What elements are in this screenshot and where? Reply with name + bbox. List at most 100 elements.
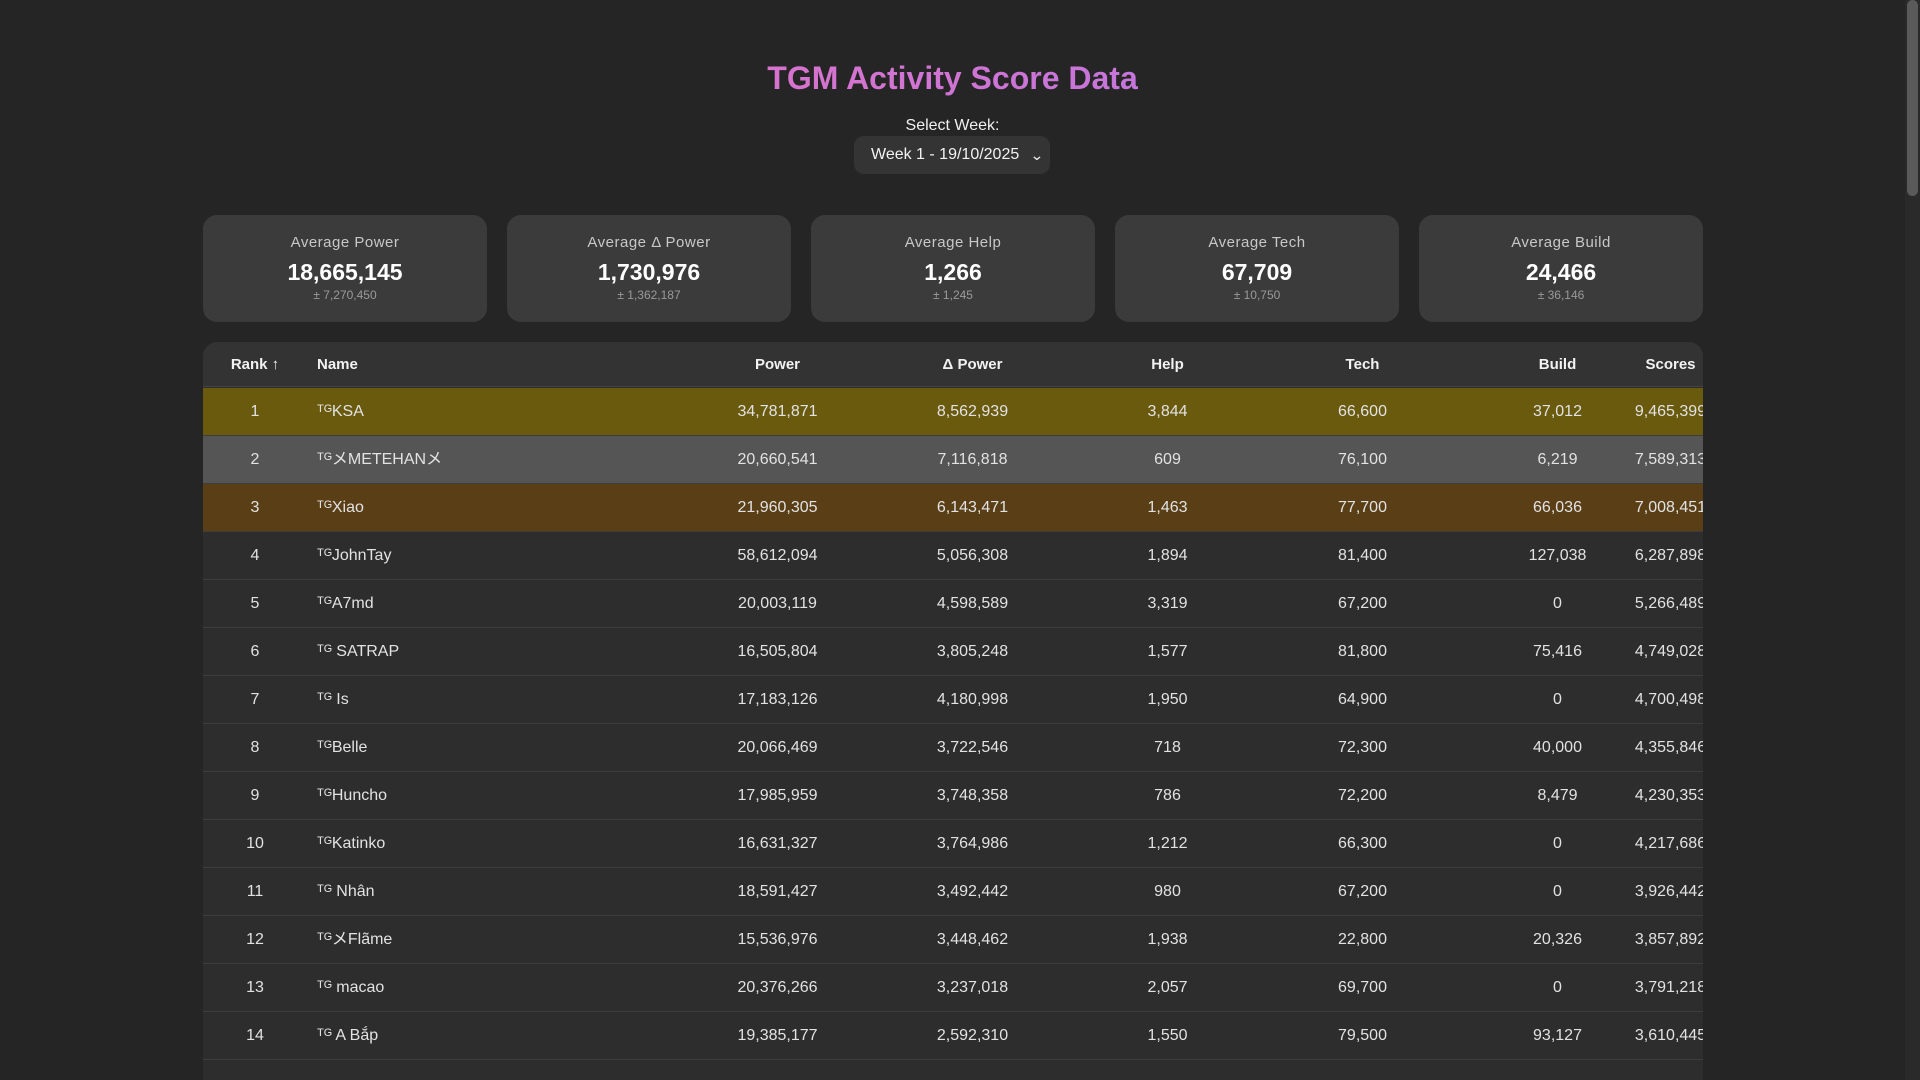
cell-name: ᵀᴳ Is — [317, 691, 349, 708]
stat-card-average-build: Average Build 24,466 ± 36,146 — [1419, 215, 1703, 322]
column-header-help[interactable]: Help — [1151, 356, 1184, 373]
cell-tech: 72,200 — [1338, 787, 1387, 804]
table-row: 7 ᵀᴳ Is 17,183,126 4,180,998 1,950 64,900 0 4,7… — [203, 676, 1703, 724]
stat-card-std: ± 1,362,187 — [617, 288, 681, 302]
stat-card-std: ± 1,245 — [933, 288, 973, 302]
cell-power: 58,612,094 — [737, 547, 818, 564]
cell-name: ᵀᴳKatinko — [317, 835, 386, 852]
column-header-scores[interactable]: Scores — [1645, 356, 1696, 373]
page-scrollbar[interactable] — [1905, 0, 1920, 1080]
cell-build: 40,000 — [1533, 739, 1582, 756]
cell-delta-power: 4,180,998 — [936, 691, 1009, 708]
cell-delta-power: 8,562,939 — [936, 403, 1009, 420]
cell-tech: 67,200 — [1338, 883, 1387, 900]
cell-tech: 67,200 — [1338, 595, 1387, 612]
cell-build: 0 — [1553, 691, 1562, 708]
cell-rank: 13 — [246, 979, 264, 996]
stat-card-std: ± 7,270,450 — [313, 288, 377, 302]
cell-rank: 3 — [250, 499, 260, 516]
cell-build: 127,038 — [1528, 547, 1587, 564]
cell-build: 93,127 — [1533, 1027, 1582, 1044]
cell-build: 0 — [1553, 595, 1562, 612]
cell-power: 20,003,119 — [738, 595, 817, 612]
cell-tech: 79,500 — [1338, 1027, 1387, 1044]
table-row: 3 ᵀᴳXiao 21,960,305 6,143,471 1,463 77,700 66,… — [203, 484, 1703, 532]
cell-help: 1,950 — [1147, 691, 1188, 708]
stat-card-value: 67,709 — [1221, 259, 1293, 285]
cell-scores: 6,287,898 — [1634, 547, 1703, 564]
table-header: Rank ↑ Name Power Δ Power Help Tech Buil… — [203, 342, 1703, 387]
cell-name: ᵀᴳKSA — [317, 403, 364, 420]
table-row: 11 ᵀᴳ Nhân 18,591,427 3,492,442 980 67,200 0 3,… — [203, 868, 1703, 916]
cell-name: ᵀᴳJohnTay — [317, 547, 392, 564]
cell-power: 18,591,427 — [737, 883, 818, 900]
cell-scores: 3,857,892 — [1634, 931, 1703, 948]
week-select-value: Week 1 - 19/10/2025 — [871, 146, 1020, 163]
cell-name: ᵀᴳメFlãme — [317, 931, 393, 948]
cell-help: 3,319 — [1147, 595, 1188, 612]
cell-tech: 76,100 — [1338, 451, 1387, 468]
cell-power: 34,781,871 — [737, 403, 818, 420]
cell-tech: 66,600 — [1338, 403, 1387, 420]
cell-delta-power: 2,592,310 — [936, 1027, 1009, 1044]
stat-card-std: ± 10,750 — [1233, 288, 1281, 302]
column-header-delta-power[interactable]: Δ Power — [942, 356, 1003, 373]
cell-name: ᵀᴳA7md — [317, 595, 374, 612]
cell-name: ᵀᴳBelle — [317, 739, 368, 756]
cell-build: 0 — [1553, 979, 1562, 996]
stat-card-value: 24,466 — [1525, 259, 1597, 285]
scrollbar-thumb[interactable] — [1907, 0, 1918, 196]
week-select-dropdown[interactable]: Week 1 - 19/10/2025 ⌄ — [854, 136, 1050, 174]
cell-help: 1,212 — [1147, 835, 1188, 852]
cell-name: ᵀᴳ Nhân — [317, 883, 375, 900]
cell-power: 20,066,469 — [737, 739, 818, 756]
table-row: 5 ᵀᴳA7md 20,003,119 4,598,589 3,319 67,200 0 5,… — [203, 580, 1703, 628]
cell-name: ᵀᴳXiao — [317, 499, 364, 516]
stat-card-value: 18,665,145 — [287, 259, 403, 285]
table-row: 1 ᵀᴳKSA 34,781,871 8,562,939 3,844 66,600 37,0… — [203, 388, 1703, 436]
cell-rank: 1 — [250, 403, 260, 420]
table-row: 4 ᵀᴳJohnTay 58,612,094 5,056,308 1,894 81,400… — [203, 532, 1703, 580]
cell-rank: 11 — [246, 883, 264, 900]
cell-rank: 2 — [250, 451, 260, 468]
cell-tech: 72,300 — [1338, 739, 1387, 756]
stat-card-label: Average Build — [1511, 234, 1611, 251]
cell-delta-power: 5,056,308 — [936, 547, 1009, 564]
column-header-build[interactable]: Build — [1538, 356, 1577, 373]
cell-rank: 4 — [250, 547, 260, 564]
cell-delta-power: 7,116,818 — [937, 451, 1008, 468]
cell-power: 20,376,266 — [737, 979, 818, 996]
column-header-rank[interactable]: Rank ↑ — [230, 356, 280, 373]
table-row: 10 ᵀᴳKatinko 16,631,327 3,764,986 1,212 66,30… — [203, 820, 1703, 868]
cell-rank: 7 — [250, 691, 260, 708]
cell-tech: 22,800 — [1338, 931, 1387, 948]
cell-build: 6,219 — [1537, 451, 1578, 468]
table-row: 2 ᵀᴳメMETEHANメ 20,660,541 7,116,818 609 76,100… — [203, 436, 1703, 484]
column-header-name[interactable]: Name — [317, 356, 358, 373]
stat-card-label: Average Power — [290, 234, 400, 251]
cell-power: 21,960,305 — [737, 499, 818, 516]
stat-card-average-help: Average Help 1,266 ± 1,245 — [811, 215, 1095, 322]
cell-power: 17,985,959 — [737, 787, 818, 804]
cell-delta-power: 4,598,589 — [936, 595, 1009, 612]
cell-scores: 4,700,498 — [1634, 691, 1703, 708]
cell-rank: 6 — [250, 643, 260, 660]
cell-help: 1,938 — [1147, 931, 1188, 948]
cell-rank: 12 — [246, 931, 264, 948]
cell-delta-power: 3,448,462 — [936, 931, 1009, 948]
cell-scores: 4,355,846 — [1634, 739, 1703, 756]
cell-scores: 3,610,445 — [1634, 1027, 1703, 1044]
stat-card-std: ± 36,146 — [1537, 288, 1585, 302]
table-row: 12 ᵀᴳメFlãme 15,536,976 3,448,462 1,938 22,800… — [203, 916, 1703, 964]
table-row: 9 ᵀᴳHuncho 17,985,959 3,748,358 786 72,200 8,4… — [203, 772, 1703, 820]
cell-scores: 3,926,442 — [1634, 883, 1703, 900]
cell-tech: 81,800 — [1338, 643, 1387, 660]
column-header-tech[interactable]: Tech — [1345, 356, 1380, 373]
cell-rank: 9 — [250, 787, 260, 804]
cell-build: 8,479 — [1537, 787, 1578, 804]
column-header-power[interactable]: Power — [754, 356, 800, 373]
cell-power: 19,385,177 — [737, 1027, 818, 1044]
cell-power: 20,660,541 — [737, 451, 818, 468]
cell-rank: 5 — [250, 595, 260, 612]
cell-build: 66,036 — [1533, 499, 1582, 516]
